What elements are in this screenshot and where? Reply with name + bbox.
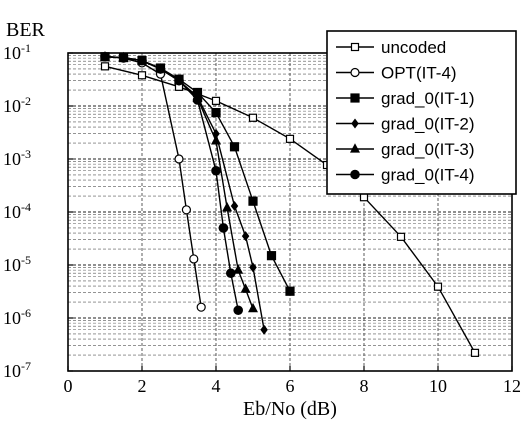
y-tick-label-1: 10-2 — [3, 94, 31, 116]
data-point-4-6 — [211, 135, 221, 145]
data-point-3-9 — [249, 262, 257, 273]
data-point-4-9 — [240, 283, 251, 293]
data-point-2-10 — [285, 286, 295, 296]
y-axis-label: BER — [6, 19, 46, 41]
series-line-5 — [104, 56, 239, 311]
legend-marker-3 — [351, 118, 359, 129]
y-tick-label-0: 10-1 — [3, 41, 31, 63]
x-tick-label-1: 2 — [138, 376, 147, 396]
data-point-0-5 — [285, 134, 295, 143]
x-tick-label-4: 8 — [360, 376, 369, 396]
x-tick-label-6: 12 — [503, 376, 521, 396]
legend-marker-2 — [350, 93, 360, 103]
data-point-2-9 — [266, 251, 277, 261]
legend-label-5: grad_0(IT-4) — [381, 166, 475, 185]
legend-marker-0 — [350, 42, 360, 52]
legend-label-4: grad_0(IT-3) — [381, 140, 475, 159]
data-point-4-10 — [248, 302, 258, 313]
data-point-4-8 — [233, 264, 244, 274]
legend-label-1: OPT(IT-4) — [381, 64, 457, 83]
data-point-0-9 — [433, 282, 443, 291]
data-point-0-8 — [396, 232, 406, 241]
series-5 — [100, 51, 243, 316]
legend-label-0: uncoded — [381, 38, 446, 57]
data-point-3-8 — [241, 231, 250, 242]
series-group — [100, 50, 480, 357]
x-tick-label-2: 4 — [212, 376, 221, 396]
y-tick-label-2: 10-3 — [3, 147, 31, 169]
data-point-1-5 — [181, 205, 191, 215]
data-point-5-4 — [174, 75, 184, 86]
legend-label-2: grad_0(IT-1) — [381, 89, 475, 108]
data-point-0-3 — [211, 96, 221, 105]
axis-ticks: 0 2 4 6 8 10 12 10-1 10-2 10-3 10-4 10-5 10-6 10-7 — [3, 41, 521, 396]
legend-marker-5 — [350, 169, 360, 180]
x-tick-label-5: 10 — [429, 376, 447, 396]
data-point-5-9 — [233, 305, 243, 316]
legend-label-3: grad_0(IT-2) — [381, 115, 475, 134]
data-point-2-8 — [248, 196, 258, 206]
data-point-0-1 — [137, 71, 147, 80]
x-axis-label: Eb/No (dB) — [243, 398, 337, 420]
data-point-3-10 — [260, 324, 268, 335]
legend-marker-4 — [350, 143, 360, 153]
y-tick-label-6: 10-7 — [3, 359, 31, 381]
data-point-1-7 — [196, 302, 206, 312]
data-point-2-7 — [229, 142, 240, 152]
y-tick-label-3: 10-4 — [3, 200, 31, 222]
x-tick-label-3: 6 — [286, 376, 295, 396]
x-tick-label-0: 0 — [64, 376, 73, 396]
y-tick-label-4: 10-5 — [3, 253, 31, 275]
data-point-5-7 — [218, 223, 229, 233]
data-point-5-6 — [211, 165, 221, 176]
data-point-5-1 — [118, 52, 129, 63]
data-point-4-7 — [222, 202, 233, 212]
data-point-1-4 — [174, 154, 184, 164]
data-point-2-6 — [211, 108, 221, 118]
data-point-0-0 — [100, 62, 110, 71]
data-point-0-10 — [470, 348, 480, 357]
legend-marker-1 — [350, 67, 360, 78]
legend: uncoded OPT(IT-4) grad_0(IT-1) grad_0(IT-2)… — [326, 30, 517, 195]
data-point-5-8 — [226, 268, 236, 279]
data-point-1-6 — [189, 254, 199, 264]
data-point-3-7 — [230, 200, 239, 211]
y-tick-label-5: 10-6 — [3, 306, 31, 328]
data-point-5-2 — [137, 55, 147, 66]
data-point-5-0 — [100, 51, 110, 62]
data-point-0-4 — [248, 113, 258, 122]
data-point-5-3 — [155, 64, 166, 74]
data-point-5-5 — [192, 95, 203, 105]
legend-box — [326, 30, 517, 195]
